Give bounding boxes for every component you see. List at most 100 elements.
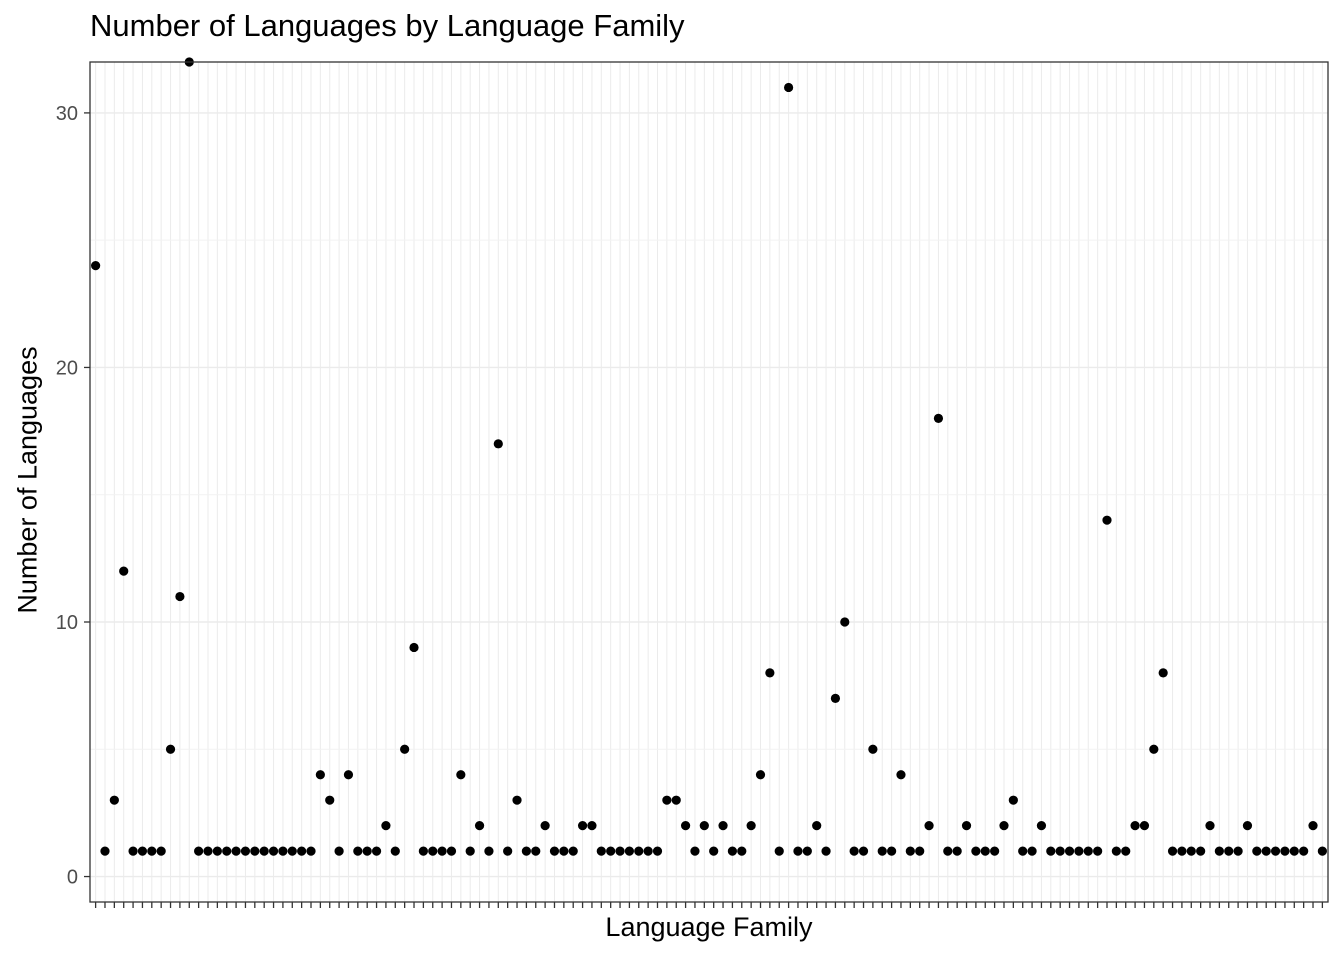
data-point [212,846,222,856]
data-point [1158,668,1168,678]
data-point [718,821,728,831]
data-point [1093,846,1103,856]
data-point [596,846,606,856]
data-point [858,846,869,856]
data-point [334,846,344,856]
data-point [1055,846,1065,856]
data-point [1083,846,1093,856]
data-points [91,57,1327,856]
data-point [1046,846,1056,856]
data-point [1177,846,1187,856]
data-point [437,846,447,856]
data-point [165,744,176,754]
data-point [409,642,419,653]
data-point [943,846,953,856]
data-point [980,846,990,856]
data-point [1214,846,1224,856]
data-point [1308,821,1318,831]
data-point [465,846,475,856]
data-point [540,821,550,831]
data-point [549,846,560,856]
data-point [1008,795,1018,805]
data-point [1111,846,1121,856]
data-point [128,846,138,856]
data-point [634,846,644,856]
data-point [1205,821,1215,831]
x-axis-title: Language Family [605,912,813,942]
data-point [446,846,457,856]
data-point [830,693,841,703]
data-point [765,668,775,678]
data-point [1317,846,1327,856]
data-point [1027,846,1037,856]
data-point [203,846,213,856]
data-point [503,846,513,856]
grid-lines [90,62,1328,902]
data-point [194,846,204,856]
data-point [755,770,766,780]
data-point [606,846,616,856]
data-point [1130,821,1140,831]
data-point [887,846,897,856]
data-point [521,846,531,856]
data-point [512,795,522,805]
chart-title: Number of Languages by Language Family [90,8,685,43]
y-tick-label: 30 [56,103,78,125]
data-point [1299,846,1309,856]
data-point [231,846,241,856]
data-point [1224,846,1234,856]
data-point [652,846,663,856]
data-point [325,795,335,805]
data-point [91,261,101,271]
data-point [1186,846,1196,856]
data-point [381,821,391,831]
data-point [1289,846,1299,856]
plot-border [89,61,1329,903]
data-point [306,846,316,856]
x-axis [94,902,1324,908]
data-point [1121,846,1131,856]
data-point [1149,744,1159,754]
data-point [849,846,859,856]
data-point [999,821,1009,831]
data-point [559,846,569,856]
data-point [961,821,972,831]
data-point [315,770,325,780]
data-point [474,821,485,831]
y-axis-title: Number of Languages [12,346,43,614]
data-point [531,846,541,856]
data-point [737,846,747,856]
data-point [1261,846,1271,856]
data-point [137,846,148,856]
data-point [1242,821,1253,831]
data-point [147,846,157,856]
data-point [240,846,251,856]
data-point [1167,846,1178,856]
data-point [1252,846,1262,856]
data-point [390,846,400,856]
data-point [877,846,887,856]
data-point [699,821,709,831]
data-point [971,846,981,856]
data-point [156,846,166,856]
data-point [400,744,410,754]
data-point [774,846,784,856]
data-point [615,846,625,856]
data-point [287,846,297,856]
data-point [896,770,906,780]
data-point [783,82,794,93]
data-point [250,846,260,856]
data-point [990,846,1000,856]
data-point [1233,846,1243,856]
data-point [924,821,934,831]
data-point [812,821,822,831]
data-point [371,846,382,856]
data-point [493,439,503,449]
data-point [484,846,494,856]
data-point [418,846,428,856]
data-point [868,744,878,754]
data-point [624,846,635,856]
data-point [952,846,962,856]
data-point [643,846,653,856]
